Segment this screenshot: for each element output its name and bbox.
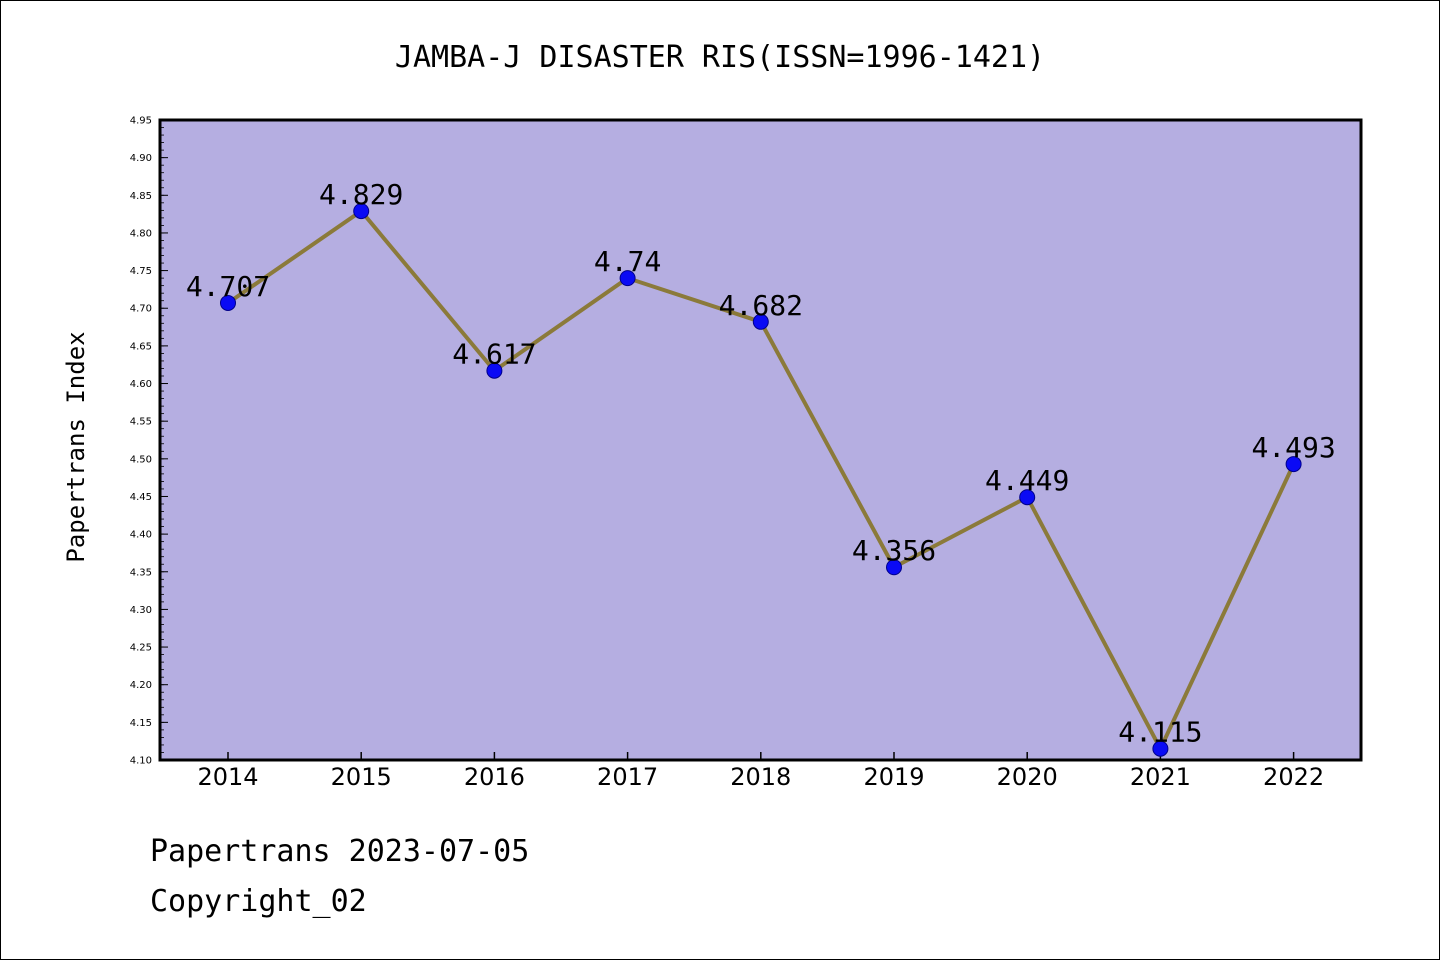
plot-border — [158, 118, 1363, 762]
chart-title: JAMBA-J DISASTER RIS(ISSN=1996-1421) — [395, 40, 1045, 75]
x-tick-label: 2020 — [997, 763, 1058, 791]
y-tick-label: 4.15 — [130, 718, 152, 729]
y-tick-label: 4.65 — [130, 341, 152, 352]
y-tick-label: 4.10 — [130, 756, 152, 767]
data-label-2014: 4.707 — [186, 270, 270, 303]
y-tick-label: 4.30 — [130, 605, 152, 616]
data-label-2020: 4.449 — [985, 464, 1069, 497]
y-tick-label: 4.70 — [130, 304, 152, 315]
x-tick-label: 2022 — [1263, 763, 1324, 791]
data-point-2019 — [886, 559, 902, 576]
y-tick-label: 4.40 — [130, 530, 152, 541]
x-axis: 2014 2015 2016 2017 2018 2019 2020 2021 2022 — [197, 752, 1324, 791]
data-point-2021 — [1152, 740, 1169, 757]
data-label-2019: 4.356 — [852, 534, 936, 567]
data-label-2018: 4.682 — [719, 289, 803, 322]
y-tick-label: 4.90 — [130, 153, 152, 164]
data-label-2017: 4.74 — [594, 245, 661, 278]
data-point-2020 — [1019, 489, 1036, 506]
x-tick-label: 2016 — [464, 763, 525, 791]
y-tick-label: 4.35 — [130, 567, 152, 578]
data-label-2021: 4.115 — [1118, 716, 1202, 749]
data-point-2015 — [353, 203, 370, 220]
x-tick-label: 2014 — [197, 763, 258, 791]
data-point-2014 — [220, 294, 236, 311]
data-label-2016: 4.617 — [452, 338, 536, 371]
x-tick-label: 2018 — [730, 763, 791, 791]
y-axis-label: Papertrans Index — [62, 331, 90, 562]
data-label-2015: 4.829 — [319, 178, 403, 211]
y-tick-label: 4.60 — [130, 379, 152, 390]
data-point-2018 — [752, 313, 769, 330]
y-tick-label: 4.75 — [130, 266, 152, 277]
data-point-2017 — [619, 270, 636, 287]
y-tick-label: 4.50 — [130, 454, 152, 465]
data-point-2022 — [1285, 456, 1302, 473]
y-tick-label: 4.45 — [130, 492, 152, 503]
plot-area — [160, 120, 1361, 760]
y-tick-label: 4.85 — [130, 191, 152, 202]
x-tick-label: 2015 — [331, 763, 392, 791]
x-tick-label: 2021 — [1130, 763, 1191, 791]
y-tick-label: 4.80 — [130, 228, 152, 239]
marker-group — [220, 203, 1302, 757]
y-tick-label: 4.20 — [130, 680, 152, 691]
data-label-group: 4.707 4.829 4.617 4.74 4.682 4.356 4.449 4.115 4… — [186, 178, 1336, 749]
x-tick-label: 2019 — [863, 763, 924, 791]
y-tick-label: 4.55 — [130, 417, 152, 428]
data-label-2022: 4.493 — [1251, 431, 1335, 464]
footer-date: Papertrans 2023-07-05 — [150, 834, 530, 869]
y-tick-label: 4.95 — [130, 116, 152, 127]
footer-copyright: Copyright_02 — [150, 884, 367, 919]
y-axis: 4.10 4.15 4.20 4.25 4.30 4.35 4.40 4.45 4.50 4.55… — [130, 116, 168, 767]
y-tick-label: 4.25 — [130, 643, 152, 654]
x-tick-label: 2017 — [597, 763, 658, 791]
data-point-2016 — [486, 362, 503, 379]
